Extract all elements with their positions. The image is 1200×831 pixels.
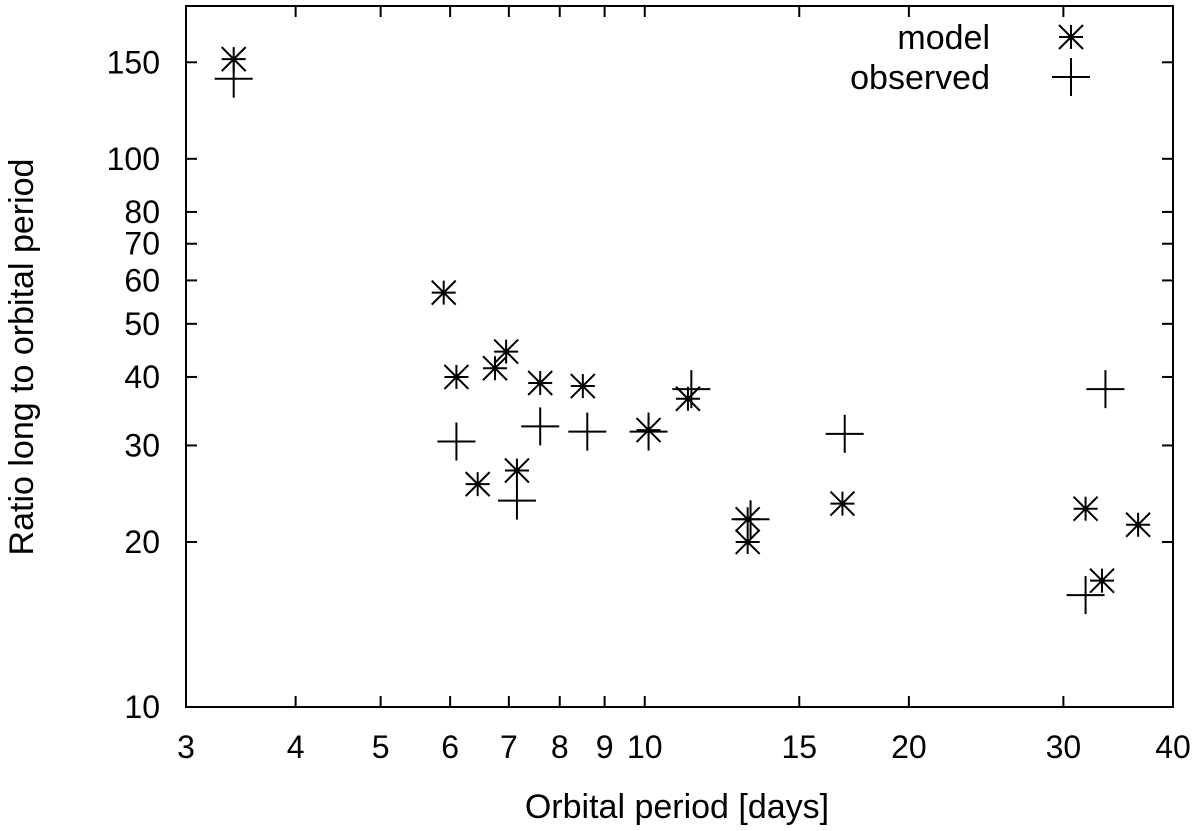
x-tick-label: 10	[627, 729, 663, 765]
observed-point	[568, 412, 607, 451]
model-point	[464, 471, 491, 497]
model-point	[734, 529, 761, 555]
model-point	[527, 370, 553, 396]
x-tick-label: 40	[1155, 729, 1191, 765]
y-tick-label: 30	[124, 427, 160, 463]
observed-point	[1066, 576, 1105, 615]
x-tick-label: 5	[372, 729, 390, 765]
observed-point	[521, 407, 560, 446]
model-point	[1089, 567, 1115, 594]
legend-marker-model	[1058, 24, 1084, 50]
data-points	[214, 46, 1151, 615]
y-tick-label: 80	[124, 194, 160, 230]
model-point	[482, 355, 508, 381]
x-tick-label: 8	[551, 729, 569, 765]
y-tick-label: 100	[107, 141, 160, 177]
y-tick-label: 10	[124, 689, 160, 725]
y-tick-label: 40	[124, 359, 160, 395]
observed-point	[1086, 370, 1125, 409]
model-point	[675, 386, 701, 412]
x-tick-label: 7	[500, 729, 518, 765]
model-point	[504, 457, 530, 484]
y-tick-label: 50	[124, 306, 160, 342]
x-tick-label: 30	[1046, 729, 1082, 765]
model-point	[1072, 495, 1099, 522]
x-tick-label: 20	[891, 729, 927, 765]
model-point	[570, 373, 596, 399]
y-tick-label: 20	[124, 524, 160, 560]
observed-point	[214, 59, 253, 98]
observed-point	[825, 414, 864, 453]
x-tick-label: 3	[177, 729, 195, 765]
model-point	[493, 338, 519, 365]
x-tick-label: 15	[781, 729, 817, 765]
legend-label-model: model	[897, 19, 990, 57]
legend-label-observed: observed	[850, 59, 990, 97]
y-axis-label: Ratio long to orbital period	[3, 159, 41, 556]
model-point	[1125, 512, 1151, 538]
observed-point	[497, 481, 536, 520]
x-tick-label: 6	[441, 729, 459, 765]
x-tick-label: 9	[596, 729, 614, 765]
legend-marker-observed	[1052, 58, 1090, 96]
x-tick-label: 4	[287, 729, 305, 765]
observed-point	[437, 422, 476, 461]
model-point	[829, 490, 856, 517]
y-tick-label: 150	[107, 44, 160, 80]
observed-point	[731, 500, 770, 539]
y-tick-label: 60	[124, 262, 160, 298]
axes	[185, 5, 1174, 708]
observed-point	[629, 412, 668, 451]
model-point	[431, 279, 457, 306]
x-axis-label: Orbital period [days]	[525, 788, 829, 826]
plot-frame	[185, 5, 1174, 708]
model-point	[443, 364, 470, 390]
y-tick-label: 70	[124, 226, 160, 262]
observed-point	[672, 370, 711, 409]
